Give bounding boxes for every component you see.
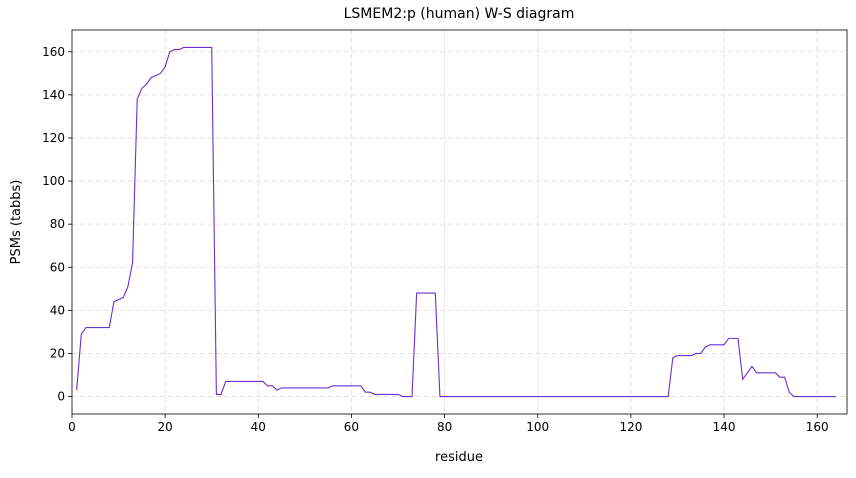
y-tick-label: 120 — [42, 131, 65, 145]
x-tick-label: 140 — [713, 420, 736, 434]
x-tick-label: 20 — [158, 420, 173, 434]
y-tick-label: 140 — [42, 88, 65, 102]
x-axis-label: residue — [435, 450, 483, 465]
y-tick-label: 0 — [57, 390, 65, 404]
y-tick-label: 60 — [50, 260, 65, 274]
data-line — [76, 46, 836, 398]
y-axis-label: PSMs (tabbs) — [9, 180, 24, 265]
x-tick-label: 160 — [806, 420, 829, 434]
y-tick-label: 100 — [42, 174, 65, 188]
y-tick-label: 80 — [50, 217, 65, 231]
x-tick-label: 0 — [68, 420, 76, 434]
x-tick-label: 60 — [344, 420, 359, 434]
x-tick-label: 80 — [437, 420, 452, 434]
y-tick-label: 20 — [50, 346, 65, 360]
x-tick-label: 100 — [526, 420, 549, 434]
plot-frame — [71, 29, 848, 415]
y-tick-label: 40 — [50, 303, 65, 317]
x-tick-label: 40 — [251, 420, 266, 434]
y-tick-label: 160 — [42, 45, 65, 59]
x-tick-label: 120 — [619, 420, 642, 434]
chart-title: LSMEM2:p (human) W-S diagram — [344, 6, 575, 22]
